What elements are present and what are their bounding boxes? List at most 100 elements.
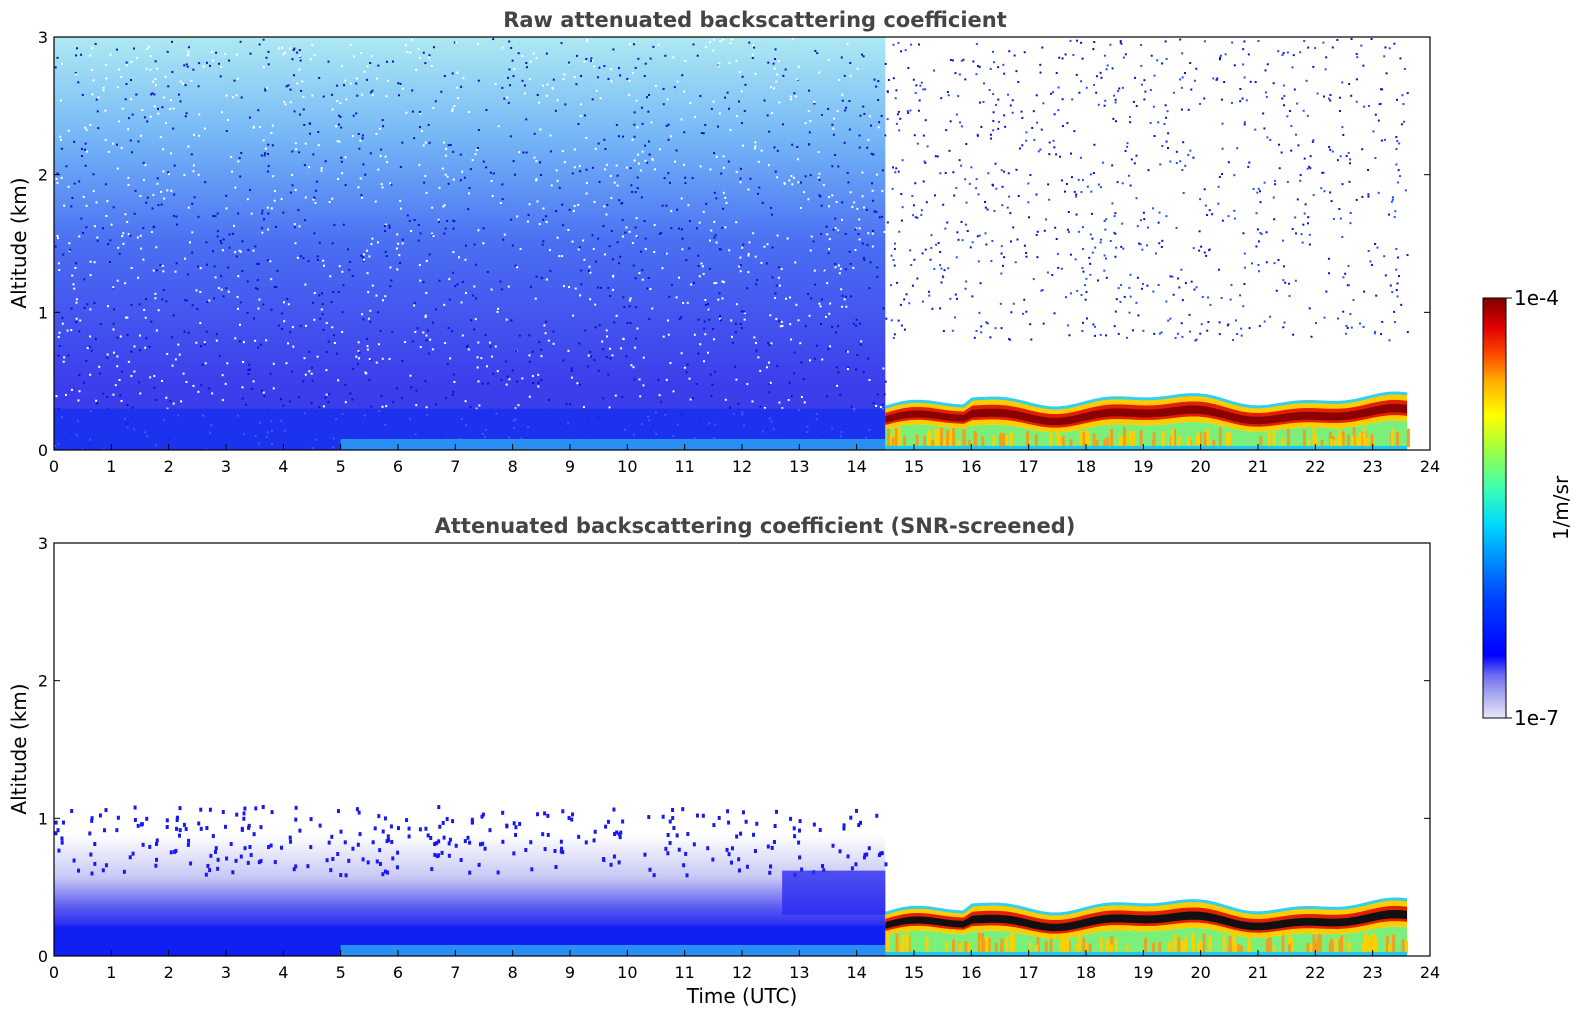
noise-speck bbox=[58, 331, 61, 334]
noise-speck bbox=[707, 351, 710, 354]
noise-speck bbox=[680, 197, 683, 200]
noise-speck bbox=[573, 166, 576, 169]
noise-speck bbox=[270, 207, 273, 210]
noise-speck bbox=[173, 193, 176, 196]
noise-speck bbox=[1001, 204, 1004, 207]
noise-speck bbox=[767, 164, 770, 167]
noise-speck bbox=[866, 146, 869, 149]
noise-speck bbox=[477, 128, 480, 131]
aerosol-speck bbox=[133, 805, 137, 810]
noise-speck bbox=[992, 111, 995, 114]
noise-speck bbox=[526, 220, 529, 223]
x-tick-label: 22 bbox=[1305, 963, 1325, 982]
noise-speck bbox=[1207, 296, 1210, 299]
noise-speck bbox=[1021, 144, 1024, 147]
noise-speck bbox=[1023, 298, 1026, 301]
noise-speck bbox=[183, 330, 186, 333]
noise-speck bbox=[590, 355, 593, 358]
noise-speck bbox=[797, 319, 800, 322]
noise-speck bbox=[375, 361, 378, 364]
aerosol-speck bbox=[672, 825, 676, 830]
aerosol-speck bbox=[727, 852, 731, 857]
below-cloud-region bbox=[885, 420, 1408, 450]
noise-speck bbox=[171, 364, 174, 367]
noise-speck bbox=[741, 246, 744, 249]
noise-speck bbox=[61, 316, 64, 319]
noise-speck bbox=[623, 306, 626, 309]
noise-speck bbox=[512, 75, 515, 78]
noise-speck bbox=[1003, 170, 1006, 173]
noise-speck bbox=[1242, 305, 1245, 308]
noise-speck bbox=[511, 59, 514, 62]
noise-speck bbox=[1164, 40, 1167, 43]
noise-speck bbox=[446, 175, 449, 178]
noise-speck bbox=[598, 180, 601, 183]
noise-speck bbox=[1179, 78, 1182, 81]
noise-speck bbox=[784, 68, 787, 71]
noise-speck bbox=[155, 398, 158, 401]
noise-speck bbox=[304, 283, 307, 286]
noise-speck bbox=[325, 351, 328, 354]
noise-speck bbox=[411, 340, 414, 343]
noise-speck bbox=[858, 238, 861, 241]
noise-speck bbox=[650, 121, 653, 124]
noise-speck bbox=[1001, 185, 1004, 188]
noise-speck bbox=[771, 112, 774, 115]
noise-speck bbox=[1397, 181, 1400, 184]
noise-speck bbox=[325, 322, 328, 325]
noise-speck bbox=[817, 151, 820, 154]
noise-speck bbox=[396, 268, 399, 271]
noise-speck bbox=[1085, 291, 1088, 294]
noise-speck bbox=[634, 306, 637, 309]
noise-speck bbox=[1350, 326, 1353, 329]
noise-speck bbox=[1134, 76, 1137, 79]
noise-speck bbox=[790, 395, 793, 398]
aerosol-speck bbox=[846, 854, 850, 859]
noise-speck bbox=[1079, 156, 1082, 159]
noise-speck bbox=[776, 176, 779, 179]
noise-speck bbox=[653, 223, 656, 226]
noise-speck bbox=[84, 142, 87, 145]
noise-speck bbox=[1224, 53, 1227, 56]
noise-speck bbox=[709, 373, 712, 376]
noise-speck bbox=[1028, 216, 1031, 219]
noise-speck bbox=[369, 358, 372, 361]
aerosol-speck bbox=[249, 853, 253, 858]
noise-speck bbox=[156, 182, 159, 185]
noise-speck bbox=[96, 239, 99, 242]
aerosol-speck bbox=[685, 873, 689, 878]
noise-speck bbox=[674, 160, 677, 163]
noise-speck bbox=[676, 208, 679, 211]
noise-speck bbox=[1117, 287, 1120, 290]
aerosol-speck bbox=[792, 826, 796, 831]
noise-speck bbox=[155, 246, 158, 249]
noise-speck bbox=[573, 75, 576, 78]
noise-speck bbox=[1121, 182, 1124, 185]
below-cloud-streak bbox=[1370, 433, 1374, 448]
noise-speck bbox=[1391, 196, 1394, 199]
noise-speck bbox=[797, 181, 800, 184]
noise-speck bbox=[1262, 112, 1265, 115]
noise-speck bbox=[598, 324, 601, 327]
noise-speck bbox=[428, 56, 431, 59]
x-tick-label: 2 bbox=[164, 963, 174, 982]
below-cloud-streak bbox=[1347, 942, 1351, 954]
noise-speck bbox=[1172, 293, 1175, 296]
noise-speck bbox=[1027, 182, 1030, 185]
noise-speck bbox=[921, 300, 924, 303]
noise-speck bbox=[1360, 44, 1363, 47]
noise-speck bbox=[1011, 99, 1014, 102]
noise-speck bbox=[1076, 39, 1079, 42]
noise-speck bbox=[485, 365, 488, 368]
noise-speck bbox=[972, 60, 975, 63]
noise-speck bbox=[683, 163, 686, 166]
noise-speck bbox=[940, 267, 943, 270]
noise-speck bbox=[112, 328, 115, 331]
noise-speck bbox=[1336, 38, 1339, 41]
noise-speck bbox=[709, 40, 712, 43]
aerosol-speck bbox=[221, 810, 225, 815]
aerosol-speck bbox=[735, 834, 739, 839]
noise-speck bbox=[846, 368, 849, 371]
noise-speck bbox=[675, 296, 678, 299]
noise-speck bbox=[767, 61, 770, 64]
